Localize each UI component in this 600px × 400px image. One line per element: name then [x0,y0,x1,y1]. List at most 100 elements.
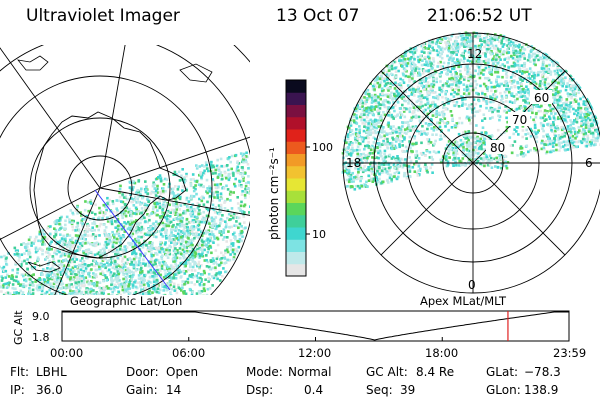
emission-pixel [134,254,137,257]
emission-pixel [145,321,148,324]
emission-pixel [369,164,373,168]
emission-pixel [242,204,246,208]
emission-pixel [446,97,449,101]
emission-pixel [247,175,250,178]
emission-pixel [153,183,156,186]
emission-pixel [345,141,348,145]
emission-pixel [406,62,410,65]
emission-pixel [18,296,21,299]
emission-pixel [385,132,388,135]
emission-pixel [64,302,67,305]
emission-pixel [127,283,131,286]
emission-pixel [41,243,44,246]
emission-pixel [150,212,153,215]
emission-pixel [74,250,77,253]
emission-pixel [475,124,478,127]
emission-pixel [497,36,501,39]
emission-pixel [173,268,177,272]
emission-pixel [172,238,175,241]
emission-pixel [116,326,119,329]
emission-pixel [125,280,128,283]
emission-pixel [233,182,236,186]
emission-pixel [210,160,213,164]
emission-pixel [108,237,111,240]
emission-pixel [64,239,67,243]
emission-pixel [351,132,355,136]
emission-pixel [416,88,420,91]
emission-pixel [158,174,162,177]
emission-pixel [192,227,196,231]
emission-pixel [129,333,132,336]
emission-pixel [80,290,84,294]
emission-pixel [141,276,144,280]
emission-pixel [159,179,163,183]
emission-pixel [225,222,228,226]
emission-pixel [80,327,83,330]
emission-pixel [237,206,241,210]
emission-pixel [246,163,250,166]
emission-pixel [369,82,372,85]
emission-pixel [161,247,164,251]
emission-pixel [125,206,129,209]
emission-pixel [473,114,476,118]
emission-pixel [113,233,116,237]
emission-pixel [459,75,463,78]
emission-pixel [16,280,20,284]
emission-pixel [40,248,43,251]
emission-pixel [115,252,119,256]
emission-pixel [178,179,182,182]
emission-pixel [186,277,190,281]
emission-pixel [111,257,115,261]
emission-pixel [349,124,353,127]
emission-pixel [524,96,527,100]
emission-pixel [452,42,455,46]
emission-pixel [142,235,145,238]
emission-pixel [415,150,418,153]
emission-pixel [403,128,407,131]
emission-pixel [149,281,153,284]
emission-pixel [66,267,70,271]
emission-pixel [81,263,85,266]
emission-pixel [80,244,84,248]
emission-pixel [87,248,91,251]
emission-pixel [171,257,175,261]
emission-pixel [74,279,78,283]
emission-pixel [186,299,189,302]
emission-pixel [169,233,173,237]
emission-pixel [148,241,152,244]
emission-pixel [139,193,142,196]
emission-pixel [468,67,471,71]
emission-pixel [442,103,446,107]
emission-pixel [160,257,164,261]
emission-pixel [380,103,383,107]
emission-pixel [66,245,69,248]
emission-pixel [388,101,391,105]
emission-pixel [177,271,181,275]
emission-pixel [77,280,80,284]
emission-pixel [391,155,395,159]
emission-pixel [1,300,4,303]
emission-pixel [394,159,398,162]
emission-pixel [181,185,185,188]
emission-pixel [137,223,140,227]
emission-pixel [456,50,459,53]
emission-pixel [214,268,217,271]
emission-pixel [218,230,221,233]
emission-pixel [141,313,144,316]
emission-pixel [132,324,135,327]
emission-pixel [520,84,523,87]
emission-pixel [231,233,235,236]
emission-pixel [55,294,58,295]
emission-pixel [529,148,532,152]
emission-pixel [191,265,195,269]
emission-pixel [67,329,70,332]
emission-pixel [149,260,152,264]
emission-pixel [463,45,466,48]
emission-pixel [573,87,577,91]
emission-pixel [132,220,136,224]
emission-pixel [477,72,480,76]
emission-pixel [368,125,372,128]
emission-pixel [463,49,467,53]
emission-pixel [131,325,134,328]
emission-pixel [455,40,458,43]
